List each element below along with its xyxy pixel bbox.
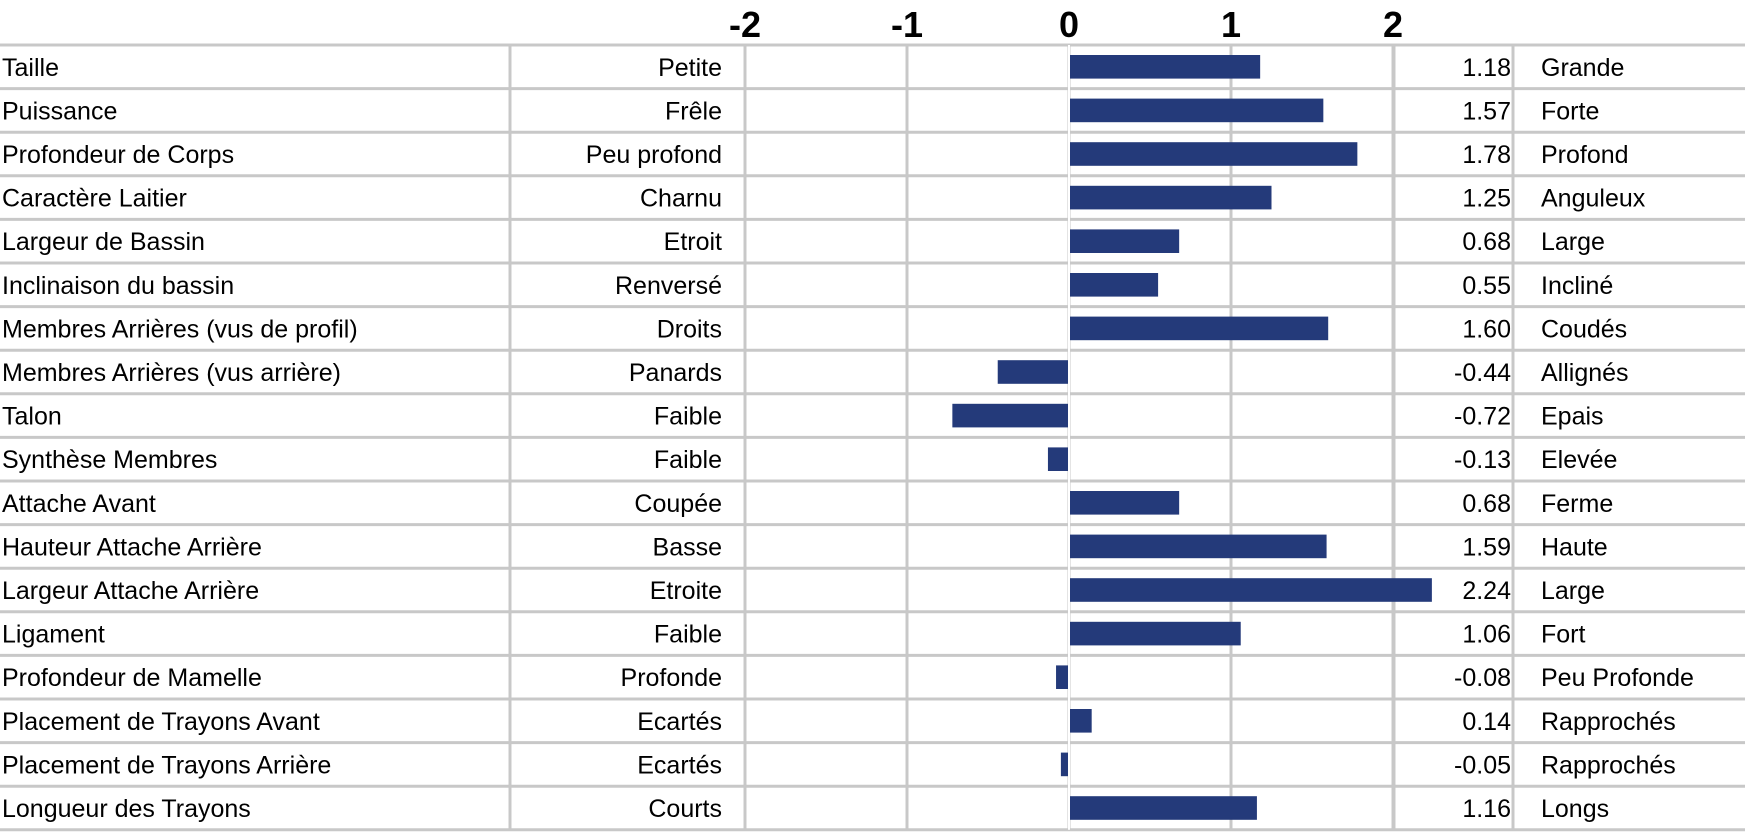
bar: [1069, 796, 1257, 820]
value-label: -0.13: [1454, 446, 1511, 474]
trait-label: Taille: [2, 54, 59, 82]
trait-label: Puissance: [2, 97, 117, 125]
bar: [1047, 447, 1069, 471]
bar: [1069, 709, 1092, 733]
low-label: Courts: [648, 795, 722, 823]
low-label: Ecartés: [637, 751, 722, 779]
trait-label: Ligament: [2, 621, 105, 649]
bar: [1069, 316, 1329, 341]
bar: [1069, 142, 1358, 166]
low-label: Charnu: [640, 185, 722, 213]
value-label: 1.59: [1462, 533, 1511, 561]
bar: [1060, 752, 1069, 777]
x-tick-label: 0: [1059, 4, 1079, 45]
trait-label: Hauteur Attache Arrière: [2, 533, 262, 561]
value-label: 1.78: [1462, 141, 1511, 169]
value-label: 1.25: [1462, 185, 1511, 213]
value-label: 0.68: [1462, 228, 1511, 256]
high-label: Epais: [1541, 403, 1604, 431]
x-tick-label: 2: [1383, 4, 1403, 45]
low-label: Renversé: [615, 272, 722, 300]
bar: [997, 360, 1069, 384]
low-label: Basse: [653, 533, 722, 561]
trait-label: Membres Arrières (vus arrière): [2, 359, 341, 387]
grid-layer: [0, 43, 1745, 832]
value-label: 0.14: [1462, 708, 1511, 736]
trait-label: Inclinaison du bassin: [2, 272, 234, 300]
value-label: -0.05: [1454, 751, 1511, 779]
trait-label: Largeur de Bassin: [2, 228, 205, 256]
high-label: Profond: [1541, 141, 1629, 169]
trait-label: Attache Avant: [2, 490, 156, 518]
trait-label: Placement de Trayons Arrière: [2, 751, 331, 779]
high-label: Haute: [1541, 533, 1608, 561]
bar: [1056, 665, 1069, 689]
trait-label: Caractère Laitier: [2, 185, 187, 213]
bar: [1069, 185, 1272, 210]
value-label: 1.06: [1462, 621, 1511, 649]
high-label: Forte: [1541, 97, 1599, 125]
high-label: Anguleux: [1541, 185, 1646, 213]
bar-layer: [952, 45, 1432, 830]
low-label: Petite: [658, 54, 722, 82]
high-label: Coudés: [1541, 315, 1627, 343]
high-label: Grande: [1541, 54, 1624, 82]
value-label: -0.08: [1454, 664, 1511, 692]
low-label: Faible: [654, 446, 722, 474]
x-tick-label: -2: [729, 4, 761, 45]
trait-label: Talon: [2, 403, 62, 431]
trait-label: Profondeur de Corps: [2, 141, 234, 169]
bar: [952, 403, 1069, 428]
value-label: 0.68: [1462, 490, 1511, 518]
value-label: 0.55: [1462, 272, 1511, 300]
value-label: -0.72: [1454, 403, 1511, 431]
bar: [1069, 273, 1159, 297]
x-tick-label: -1: [891, 4, 923, 45]
low-label: Etroit: [664, 228, 722, 256]
low-label: Coupée: [634, 490, 722, 518]
low-label: Profonde: [621, 664, 722, 692]
high-label: Rapprochés: [1541, 708, 1676, 736]
high-label: Rapprochés: [1541, 751, 1676, 779]
trait-label: Synthèse Membres: [2, 446, 217, 474]
trait-label: Profondeur de Mamelle: [2, 664, 262, 692]
x-tick-label: 1: [1221, 4, 1241, 45]
bar: [1069, 229, 1180, 253]
high-label: Elevée: [1541, 446, 1617, 474]
low-label: Frêle: [665, 97, 722, 125]
high-label: Allignés: [1541, 359, 1629, 387]
bar: [1069, 98, 1324, 123]
bar: [1069, 621, 1241, 646]
low-label: Ecartés: [637, 708, 722, 736]
trait-label: Membres Arrières (vus de profil): [2, 315, 358, 343]
value-label: -0.44: [1454, 359, 1511, 387]
trait-label: Placement de Trayons Avant: [2, 708, 320, 736]
bar: [1069, 55, 1261, 79]
high-label: Longs: [1541, 795, 1609, 823]
bar: [1069, 578, 1432, 602]
low-label: Droits: [657, 315, 722, 343]
low-label: Faible: [654, 621, 722, 649]
value-label: 1.18: [1462, 54, 1511, 82]
low-label: Etroite: [650, 577, 722, 605]
low-label: Peu profond: [586, 141, 722, 169]
value-label: 1.57: [1462, 97, 1511, 125]
value-label: 1.16: [1462, 795, 1511, 823]
trait-label: Largeur Attache Arrière: [2, 577, 259, 605]
high-label: Ferme: [1541, 490, 1613, 518]
high-label: Peu Profonde: [1541, 664, 1694, 692]
high-label: Large: [1541, 228, 1605, 256]
bar: [1069, 491, 1180, 515]
high-label: Large: [1541, 577, 1605, 605]
trait-label: Longueur des Trayons: [2, 795, 251, 823]
value-label: 1.60: [1462, 315, 1511, 343]
high-label: Incliné: [1541, 272, 1613, 300]
text-layer: -2 -1 0 1 2 Taille Petite 1.18 Grande Puissance Fr…: [2, 4, 1694, 823]
low-label: Panards: [629, 359, 722, 387]
low-label: Faible: [654, 403, 722, 431]
bar: [1069, 534, 1327, 559]
value-label: 2.24: [1462, 577, 1511, 605]
high-label: Fort: [1541, 621, 1586, 649]
